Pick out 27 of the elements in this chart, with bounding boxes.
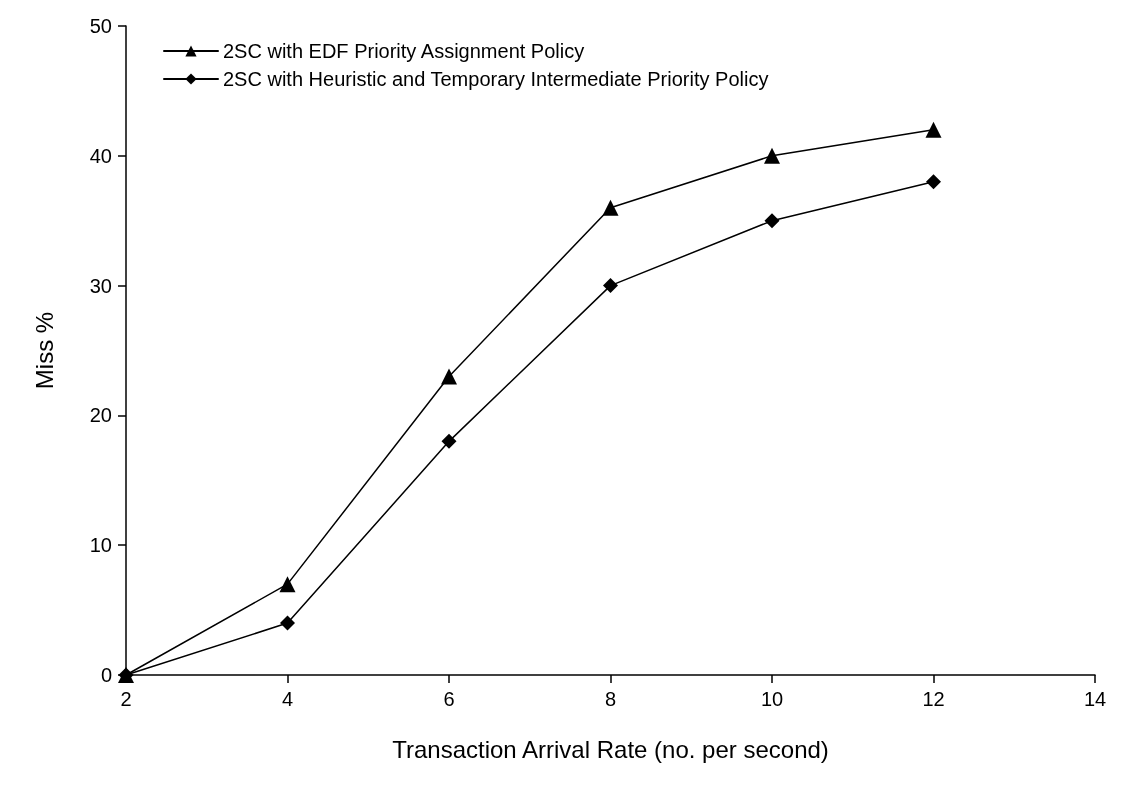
point xyxy=(602,199,619,216)
y-tick-label: 10 xyxy=(89,534,112,557)
x-tick-label: 6 xyxy=(443,688,455,710)
point xyxy=(603,278,618,294)
x-tick-label: 4 xyxy=(281,688,294,710)
y-axis-title: Miss % xyxy=(30,311,58,390)
x-tick-label: 12 xyxy=(922,688,945,710)
y-tick-label: 20 xyxy=(89,404,112,427)
y-tick-label: 50 xyxy=(89,15,112,37)
x-tick-label: 2 xyxy=(120,688,132,710)
legend-label: 2SC with Heuristic and Temporary Intermediate Priority Policy xyxy=(223,68,769,90)
point xyxy=(926,174,941,190)
point xyxy=(279,576,296,593)
legend-label: 2SC with EDF Priority Assignment Policy xyxy=(223,40,585,62)
point xyxy=(925,121,942,138)
point xyxy=(441,433,457,449)
y-tick-label: 40 xyxy=(89,144,112,167)
x-tick-label: 14 xyxy=(1083,688,1107,710)
x-tick-label: 10 xyxy=(760,688,784,710)
y-tick-label: 0 xyxy=(100,664,112,686)
point xyxy=(764,213,780,229)
x-axis-title: Transaction Arrival Rate (no. per second) xyxy=(392,735,829,763)
x-tick-label: 8 xyxy=(604,688,617,710)
point xyxy=(441,368,457,385)
y-tick-label: 30 xyxy=(89,274,112,297)
point xyxy=(280,615,295,631)
point xyxy=(764,147,780,164)
